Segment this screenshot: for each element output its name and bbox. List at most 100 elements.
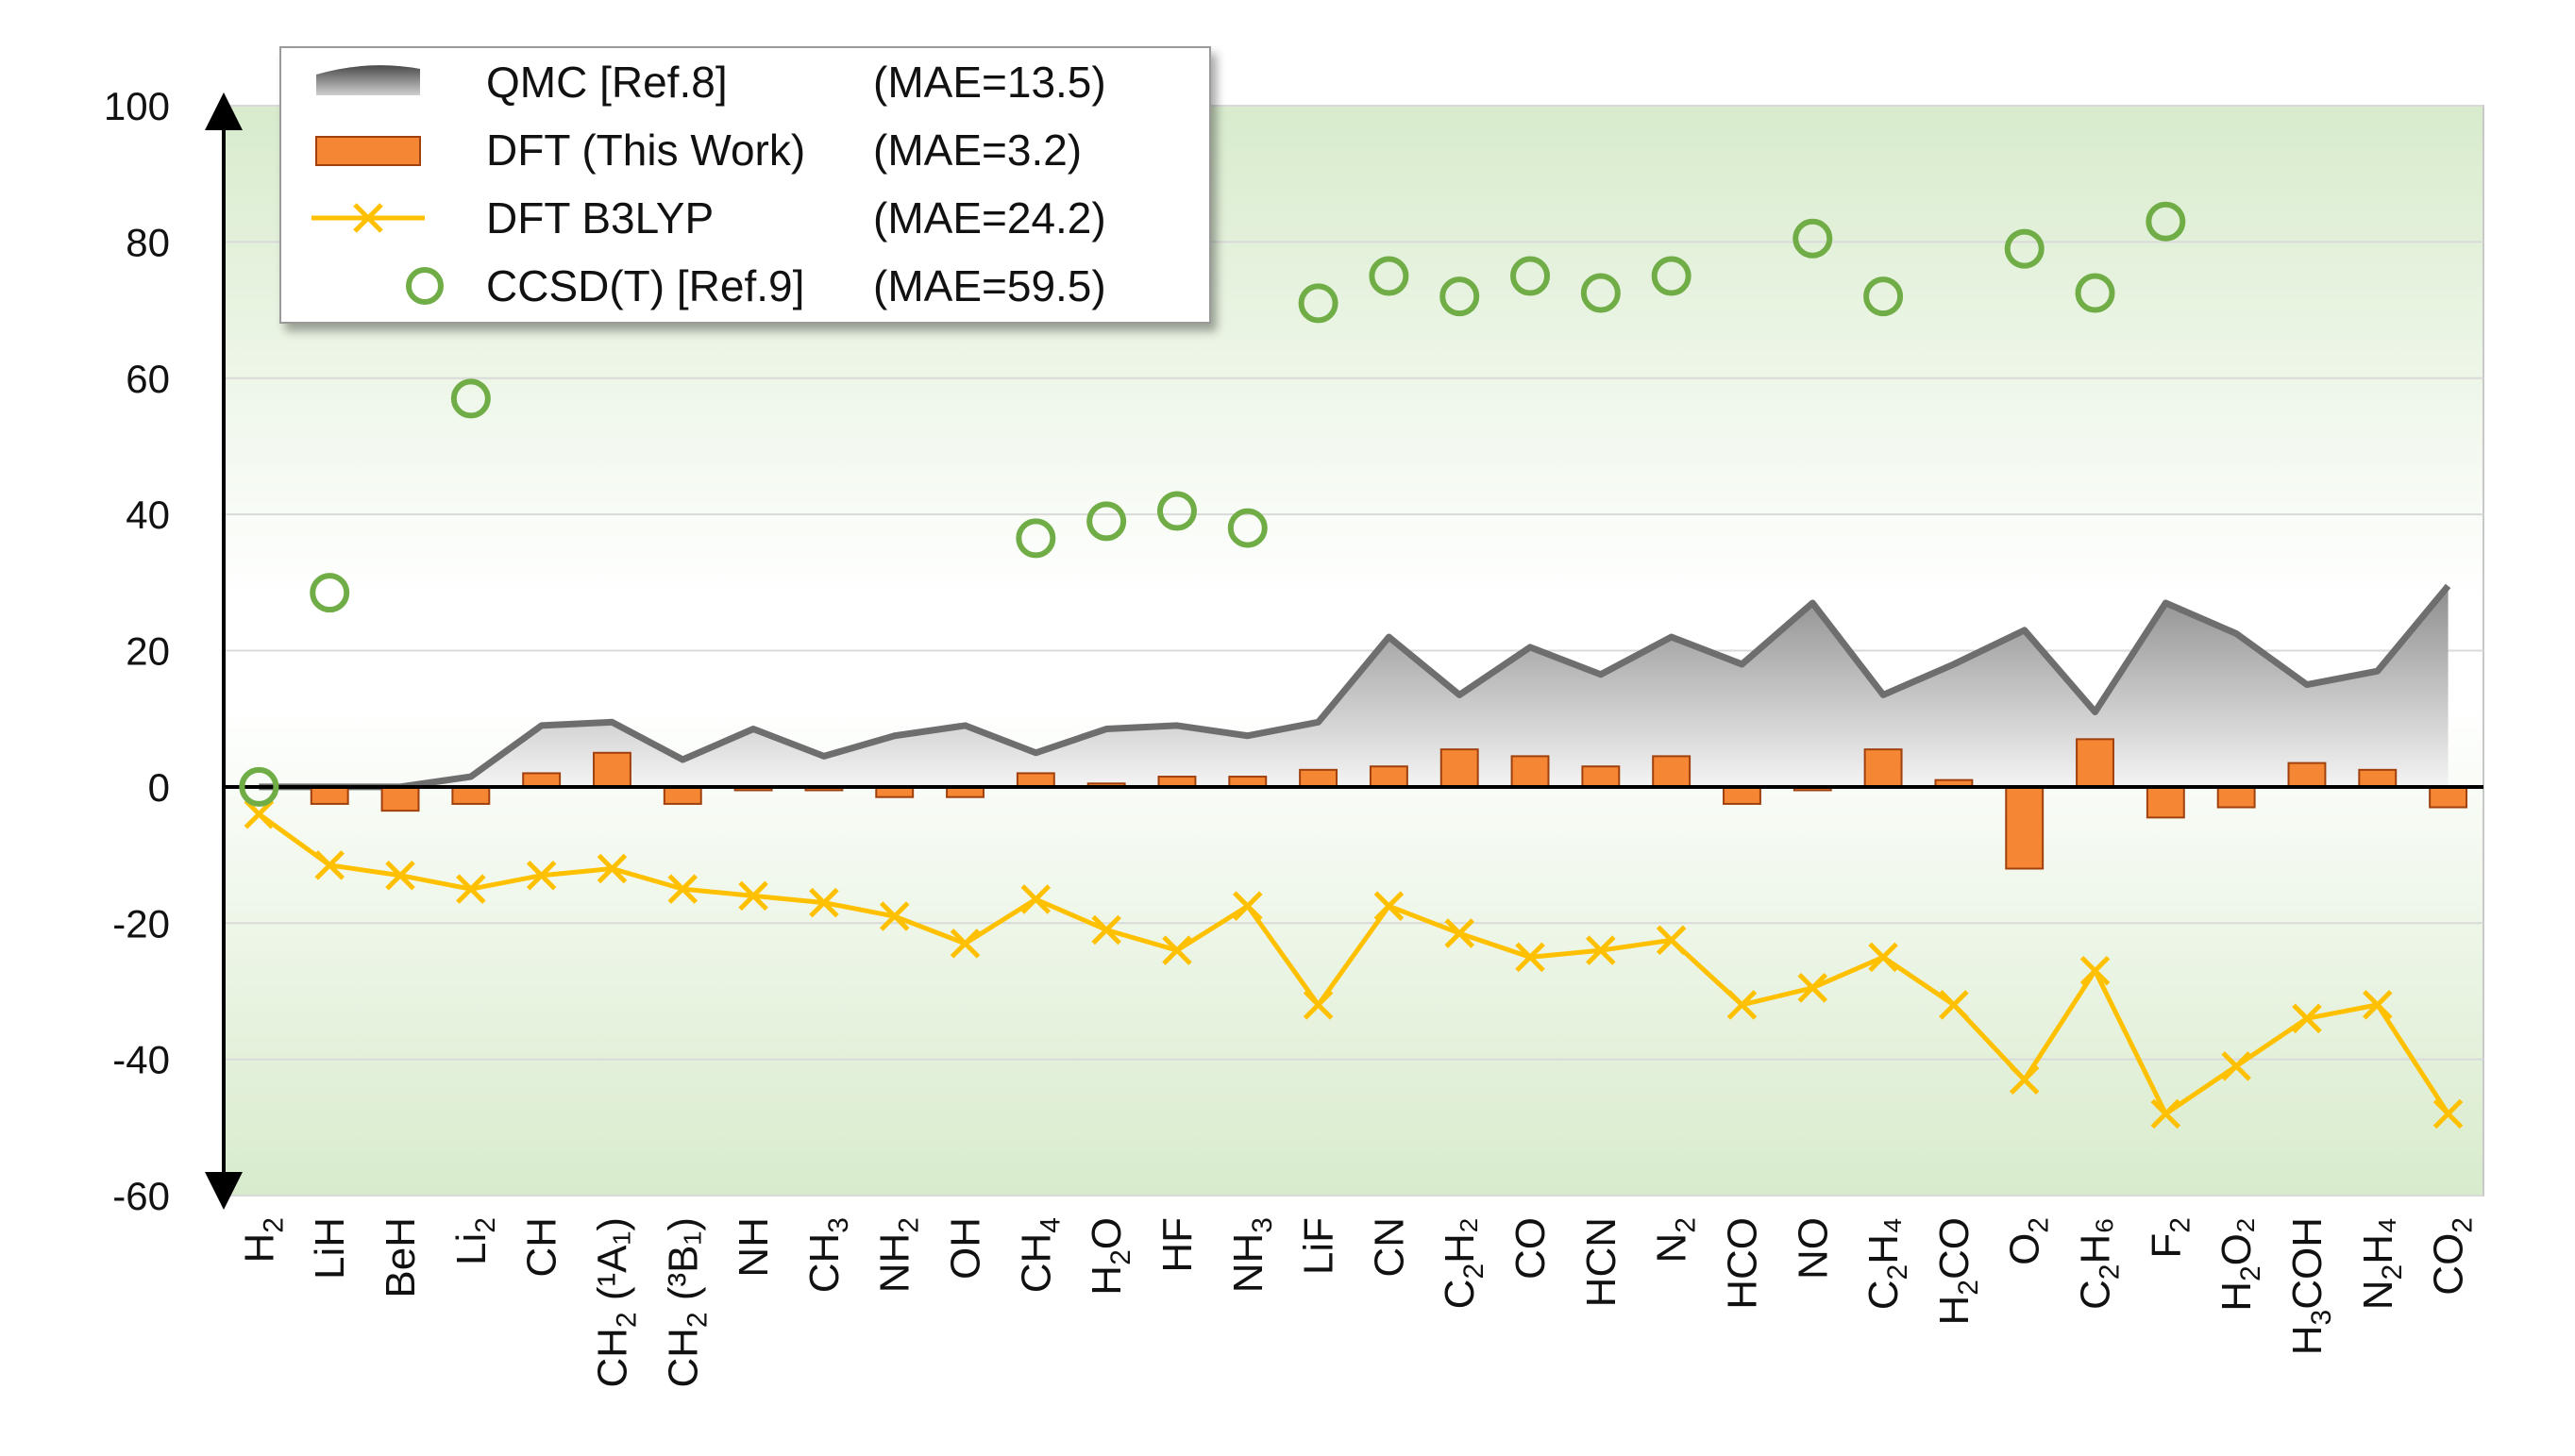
dft-bar-6: [663, 785, 702, 805]
x-tick-label-11: CH4: [1013, 1217, 1066, 1293]
b3lyp-marker-6: [667, 874, 698, 904]
x-tick-label-13: HF: [1154, 1217, 1201, 1273]
x-tick-label-21: HCO: [1719, 1217, 1765, 1310]
ccsdt-point-26: [2075, 273, 2115, 313]
b3lyp-marker-14: [1233, 891, 1263, 921]
ccsdt-point-11: [1016, 518, 1056, 559]
dft-bar-5: [593, 751, 631, 788]
qmc-area-outline: [259, 583, 2451, 791]
x-tick-label-25: O2: [2002, 1217, 2055, 1265]
dft-bar-16: [1369, 765, 1408, 788]
b3lyp-marker-0: [244, 798, 275, 829]
ccsdt-point-3: [450, 378, 491, 419]
legend-label-3: CCSD(T) [Ref.9]: [486, 261, 804, 310]
b3lyp-marker-30: [2363, 990, 2393, 1020]
x-tick-label-29: H3COH: [2284, 1217, 2337, 1355]
dft-bar-11: [1016, 772, 1055, 788]
b3lyp-marker-11: [1020, 884, 1052, 914]
ccsdt-scatter-series: [239, 201, 2186, 807]
x-tick-label-7: NH: [731, 1217, 777, 1278]
y-tick-label: 0: [148, 765, 170, 810]
ccsdt-point-19: [1580, 273, 1621, 313]
dft-bar-20: [1652, 755, 1691, 788]
ccsdt-point-22: [1792, 218, 1833, 259]
x-tick-label-4: CH: [519, 1217, 565, 1278]
ccsdt-point-17: [1439, 276, 1480, 317]
x-tick-label-5: CH2 (¹A₁): [589, 1217, 642, 1388]
ccsdt-point-12: [1086, 501, 1127, 542]
b3lyp-marker-19: [1586, 935, 1616, 965]
dft-bar-17: [1439, 748, 1479, 788]
b3lyp-marker-27: [2150, 1098, 2181, 1130]
dft-bar-18: [1510, 755, 1550, 788]
ccsdt-point-13: [1156, 491, 1197, 531]
dft-bar-25: [2005, 785, 2045, 870]
dft-bar-21: [1723, 785, 1761, 805]
x-tick-label-24: H2CO: [1931, 1217, 1984, 1325]
x-tick-labels: H2 LiH BeH Li2 CH CH2 (¹A₁) CH2 (³B₁) NH CH3 NH2 O…: [236, 1217, 2478, 1388]
x-tick-label-12: H2O: [1084, 1217, 1136, 1296]
b3lyp-marker-13: [1162, 935, 1192, 965]
b3lyp-marker-5: [597, 853, 628, 884]
b3lyp-marker-29: [2292, 1003, 2322, 1034]
b3lyp-marker-3: [456, 874, 486, 904]
ccsdt-point-25: [2004, 228, 2045, 269]
b3lyp-marker-12: [1091, 914, 1121, 946]
x-tick-label-27: F2: [2143, 1217, 2196, 1259]
dft-bar-30: [2358, 768, 2398, 788]
b3lyp-marker-23: [1868, 942, 1898, 973]
b3lyp-marker-26: [2079, 956, 2111, 986]
ccsdt-point-16: [1369, 256, 1409, 296]
b3lyp-marker-8: [809, 887, 839, 918]
x-tick-label-9: NH2: [872, 1217, 925, 1293]
x-tick-label-14: NH3: [1225, 1217, 1278, 1293]
y-tick-label: -60: [112, 1174, 170, 1218]
legend-mae-2: (MAE=24.2): [873, 193, 1106, 243]
qmc-area-series: [259, 583, 2451, 791]
x-tick-label-8: CH3: [801, 1217, 854, 1293]
b3lyp-line-series: [244, 798, 2464, 1130]
legend-mae-3: (MAE=59.5): [873, 261, 1106, 310]
x-tick-label-16: CN: [1366, 1217, 1412, 1278]
y-tick-label: -40: [112, 1038, 170, 1082]
b3lyp-marker-25: [2009, 1064, 2040, 1096]
x-tick-label-19: HCN: [1578, 1217, 1624, 1307]
ccsdt-point-27: [2146, 201, 2186, 242]
x-tick-label-23: C2H₄: [1860, 1217, 1913, 1310]
b3lyp-marker-10: [950, 929, 981, 959]
dft-bar-26: [2076, 738, 2114, 788]
b3lyp-marker-4: [526, 860, 557, 891]
ccsdt-point-1: [310, 573, 350, 613]
dft-bar-2: [380, 785, 420, 812]
x-tick-label-1: LiH: [307, 1217, 353, 1280]
dft-bar-28: [2216, 785, 2256, 809]
x-tick-label-30: N2H₄: [2355, 1217, 2408, 1310]
dft-bar-31: [2429, 785, 2468, 809]
ccsdt-point-15: [1298, 283, 1338, 324]
x-tick-label-6: CH2 (³B₁): [660, 1217, 713, 1388]
ccsdt-point-0: [239, 766, 279, 807]
dft-bar-23: [1863, 748, 1903, 788]
b3lyp-marker-22: [1797, 973, 1828, 1003]
legend-mae-0: (MAE=13.5): [873, 58, 1106, 107]
legend-symbol-dft: [315, 136, 421, 166]
x-tick-label-10: OH: [943, 1217, 989, 1280]
y-tick-label: 100: [104, 84, 170, 128]
dft-bar-1: [310, 785, 349, 805]
dft-bar-4: [522, 772, 562, 788]
x-tick-label-17: C2H₂: [1437, 1217, 1489, 1309]
ccsdt-point-20: [1651, 256, 1691, 296]
b3lyp-marker-28: [2221, 1051, 2251, 1081]
legend-mae-1: (MAE=3.2): [873, 126, 1082, 175]
b3lyp-marker-16: [1373, 891, 1405, 921]
x-tick-label-2: BeH: [378, 1217, 424, 1298]
legend-label-1: DFT (This Work): [486, 126, 805, 175]
y-tick-label: 20: [126, 629, 170, 674]
y-tick-label: 80: [126, 220, 170, 264]
b3lyp-marker-20: [1656, 925, 1687, 956]
legend-label-2: DFT B3LYP: [486, 193, 714, 243]
b3lyp-marker-9: [879, 901, 910, 931]
x-tick-label-18: CO: [1507, 1217, 1554, 1280]
y-tick-labels: 100 80 60 40 20 0 -20 -40 -60: [104, 84, 170, 1218]
legend-symbol-b3lyp-marker: [353, 203, 383, 233]
